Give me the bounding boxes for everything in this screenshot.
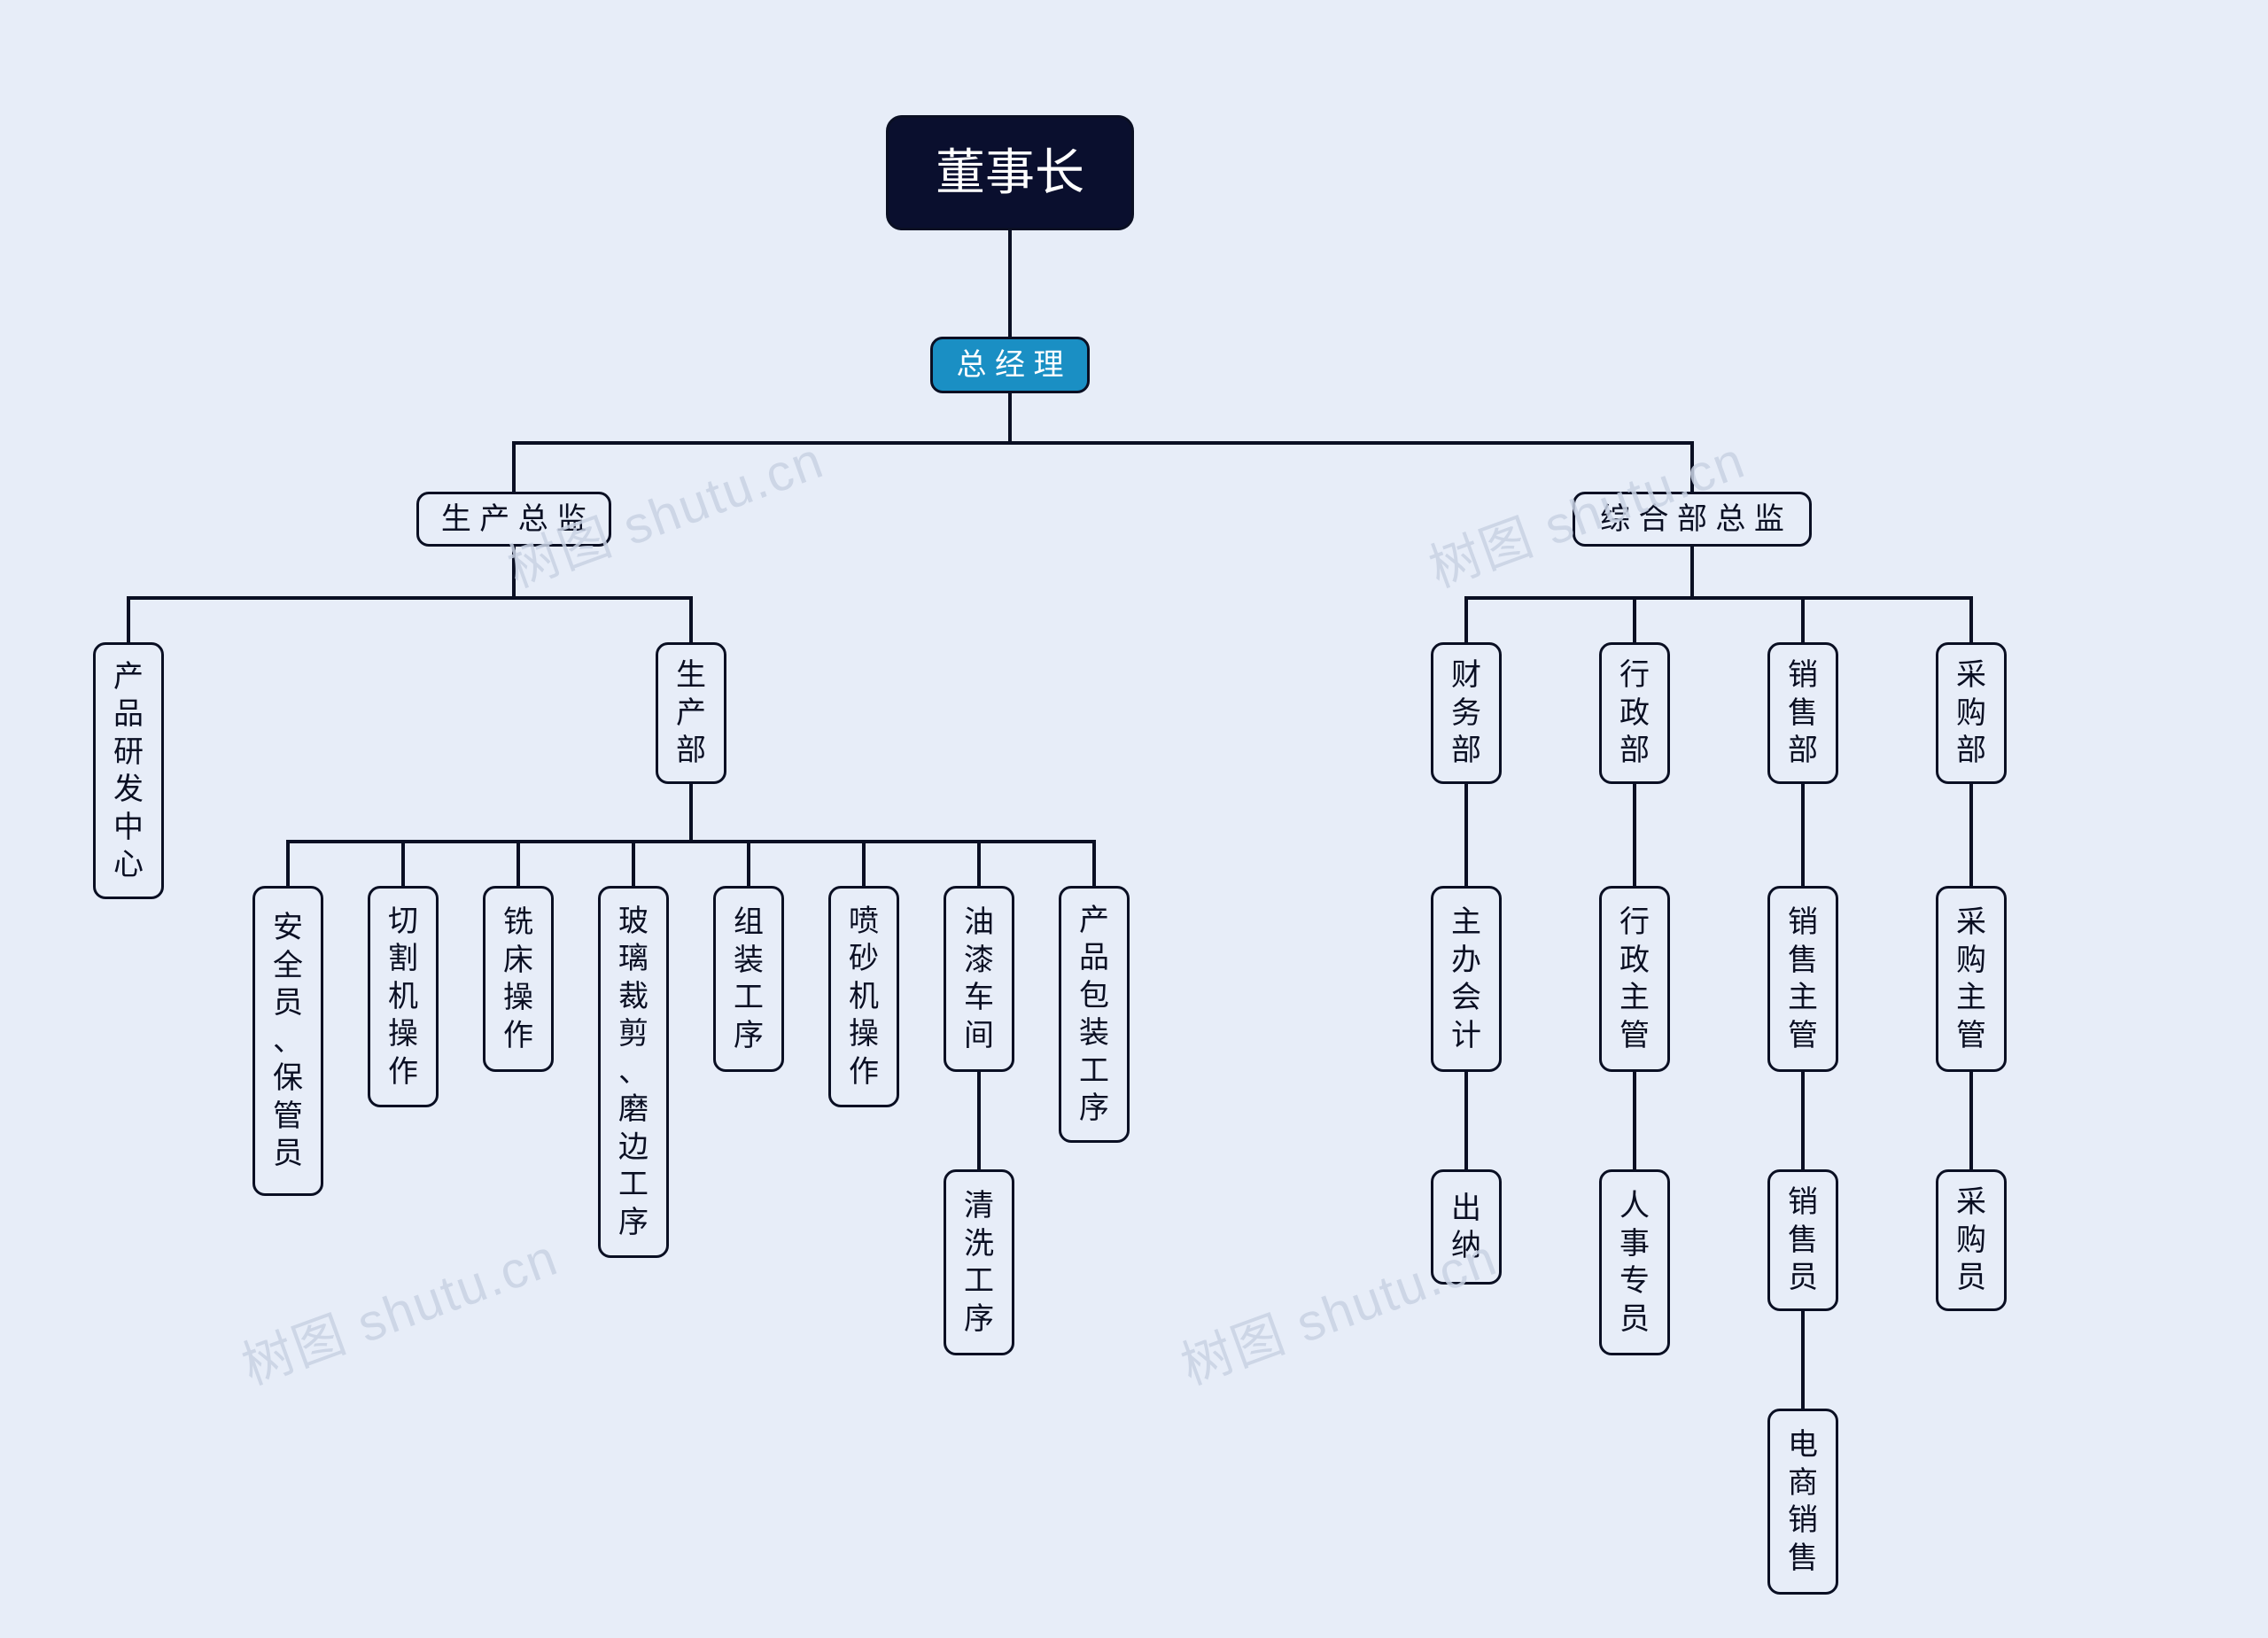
node-label-sales: 销 售 部 — [1788, 656, 1818, 770]
node-label-gen_dir: 综 合 部 总 监 — [1600, 501, 1784, 539]
node-hr: 人 事 专 员 — [1599, 1169, 1670, 1355]
node-admin: 行 政 部 — [1599, 642, 1670, 784]
node-label-gm: 总 经 理 — [957, 346, 1064, 384]
node-root: 董事长 — [886, 115, 1134, 230]
node-sales_lead: 销 售 主 管 — [1767, 886, 1838, 1072]
node-label-root: 董事长 — [936, 142, 1084, 204]
connector-lines — [0, 0, 2268, 1638]
node-prod_dir: 生 产 总 监 — [416, 492, 611, 547]
node-label-purchase_lead: 采 购 主 管 — [1956, 904, 1986, 1054]
node-rd_center: 产 品 研 发 中 心 — [93, 642, 164, 899]
node-label-cutter: 切 割 机 操 作 — [388, 903, 418, 1091]
node-label-pack: 产 品 包 装 工 序 — [1079, 902, 1109, 1128]
node-admin_lead: 行 政 主 管 — [1599, 886, 1670, 1072]
node-label-paint: 油 漆 车 间 — [964, 904, 994, 1054]
watermark: 树图 shutu.cn — [230, 1215, 567, 1399]
node-clean: 清 洗 工 序 — [944, 1169, 1014, 1355]
node-purchase_staff: 采 购 员 — [1936, 1169, 2007, 1311]
node-prod_dept: 生 产 部 — [656, 642, 726, 784]
node-mill: 铣 床 操 作 — [483, 886, 554, 1072]
node-label-rd_center: 产 品 研 发 中 心 — [113, 658, 144, 884]
node-label-safety: 安 全 员 、 保 管 员 — [273, 909, 303, 1173]
node-purchase: 采 购 部 — [1936, 642, 2007, 784]
node-label-purchase: 采 购 部 — [1956, 656, 1986, 770]
node-label-admin: 行 政 部 — [1619, 656, 1650, 770]
node-sandblast: 喷 砂 机 操 作 — [828, 886, 899, 1107]
node-sales_staff: 销 售 员 — [1767, 1169, 1838, 1311]
node-label-sales_staff: 销 售 员 — [1788, 1184, 1818, 1297]
node-label-purchase_staff: 采 购 员 — [1956, 1184, 1986, 1297]
node-label-glass: 玻 璃 裁 剪 、 磨 边 工 序 — [618, 903, 649, 1242]
node-label-prod_dir: 生 产 总 监 — [441, 501, 586, 539]
node-glass: 玻 璃 裁 剪 、 磨 边 工 序 — [598, 886, 669, 1258]
node-label-clean: 清 洗 工 序 — [964, 1187, 994, 1338]
node-paint: 油 漆 车 间 — [944, 886, 1014, 1072]
node-gm: 总 经 理 — [930, 337, 1090, 393]
node-label-prod_dept: 生 产 部 — [676, 656, 706, 770]
node-accountant: 主 办 会 计 — [1431, 886, 1502, 1072]
node-label-hr: 人 事 专 员 — [1619, 1187, 1650, 1338]
node-label-sandblast: 喷 砂 机 操 作 — [849, 903, 879, 1091]
node-purchase_lead: 采 购 主 管 — [1936, 886, 2007, 1072]
node-label-admin_lead: 行 政 主 管 — [1619, 904, 1650, 1054]
node-label-ecom: 电 商 销 售 — [1788, 1426, 1818, 1577]
node-label-mill: 铣 床 操 作 — [503, 904, 533, 1054]
node-label-assemble: 组 装 工 序 — [734, 904, 764, 1054]
node-assemble: 组 装 工 序 — [713, 886, 784, 1072]
node-label-finance: 财 务 部 — [1451, 656, 1481, 770]
node-finance: 财 务 部 — [1431, 642, 1502, 784]
node-safety: 安 全 员 、 保 管 员 — [252, 886, 323, 1196]
node-label-sales_lead: 销 售 主 管 — [1788, 904, 1818, 1054]
node-pack: 产 品 包 装 工 序 — [1059, 886, 1130, 1143]
node-cashier: 出 纳 — [1431, 1169, 1502, 1285]
node-sales: 销 售 部 — [1767, 642, 1838, 784]
node-cutter: 切 割 机 操 作 — [368, 886, 439, 1107]
node-label-cashier: 出 纳 — [1451, 1190, 1481, 1265]
node-gen_dir: 综 合 部 总 监 — [1573, 492, 1812, 547]
node-ecom: 电 商 销 售 — [1767, 1409, 1838, 1595]
node-label-accountant: 主 办 会 计 — [1451, 904, 1481, 1054]
